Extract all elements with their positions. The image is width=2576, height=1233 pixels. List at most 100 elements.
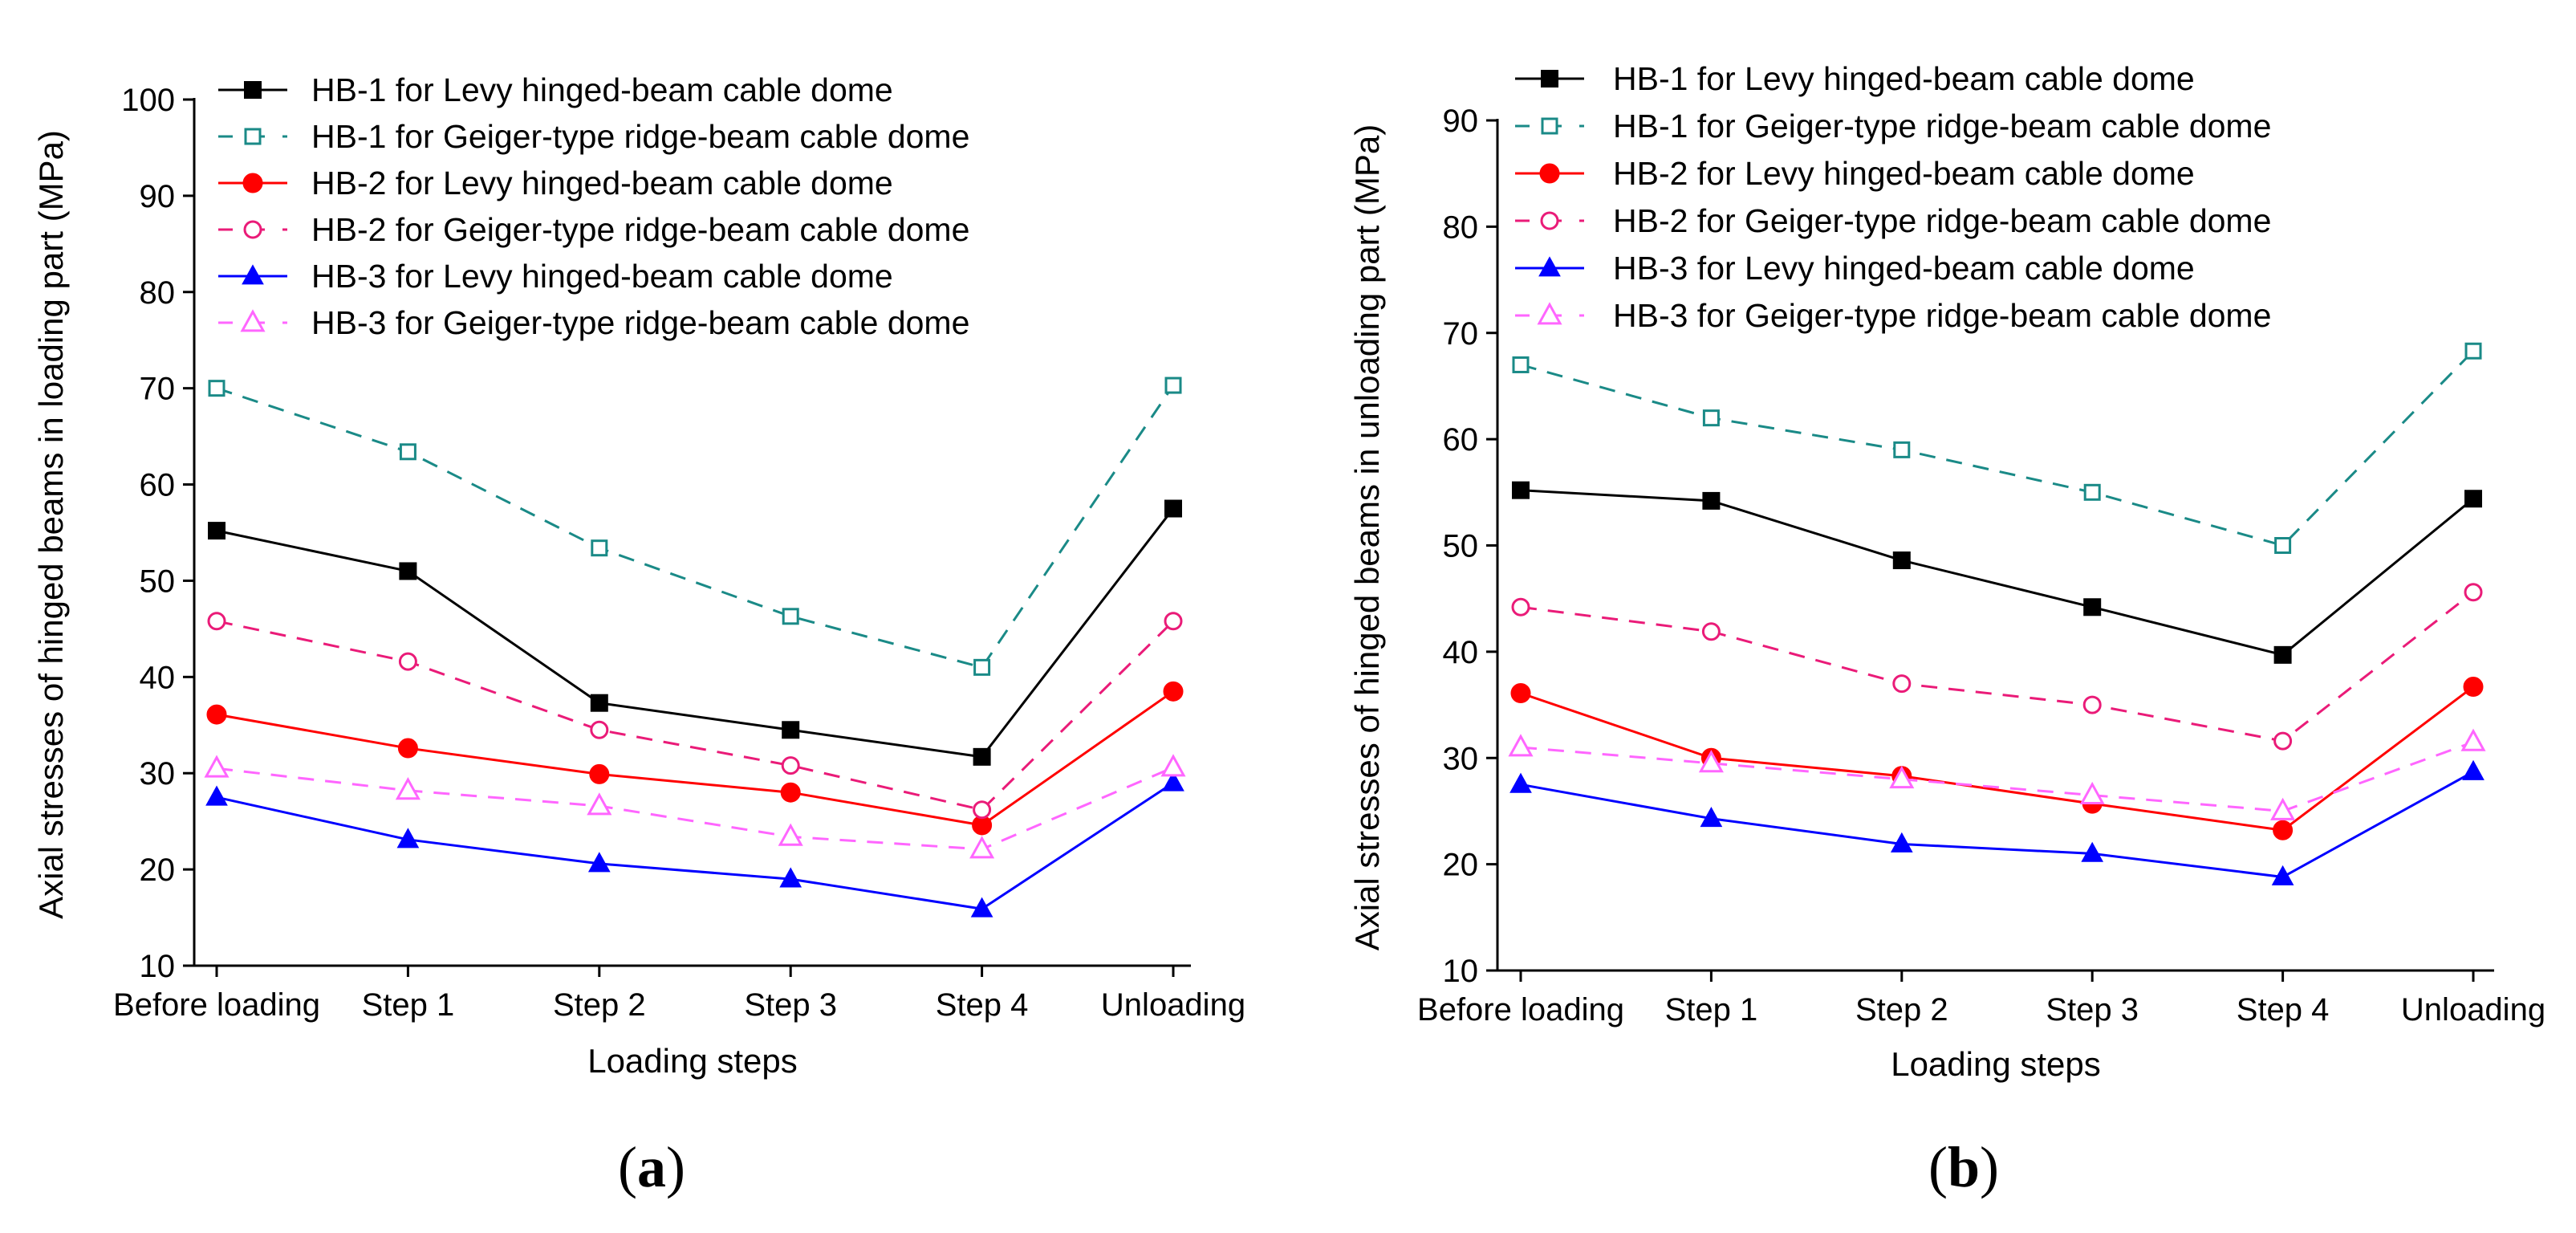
data-point-a-3-0 bbox=[206, 704, 227, 725]
data-point-b-6-2 bbox=[1889, 765, 1915, 789]
legend-marker-a-3 bbox=[242, 173, 263, 193]
data-point-b-5-0 bbox=[1509, 772, 1532, 793]
legend-b: HB-1 for Levy hinged-beam cable dome HB-1… bbox=[1515, 60, 2271, 334]
x-tick-label-a-0: Before loading bbox=[113, 987, 320, 1023]
y-tick-label-b-60: 60 bbox=[1443, 422, 1479, 458]
data-point-a-5-4 bbox=[970, 897, 993, 918]
y-tick-label-a-80: 80 bbox=[140, 275, 176, 311]
data-point-b-5-3 bbox=[2081, 841, 2104, 862]
x-tick-label-a-2: Step 2 bbox=[553, 987, 646, 1023]
data-point-b-4-2 bbox=[1892, 674, 1912, 694]
data-point-a-4-4 bbox=[973, 800, 992, 820]
data-point-b-6-5 bbox=[2460, 728, 2486, 751]
legend-label-a-6: HB-3 for Geiger-type ridge-beam cable do… bbox=[311, 304, 969, 341]
data-point-a-2-5 bbox=[1164, 376, 1182, 394]
data-point-b-6-3 bbox=[2079, 781, 2105, 804]
series-line-b-5 bbox=[1520, 771, 2474, 879]
legend-marker-a-5 bbox=[242, 264, 264, 285]
x-tick-label-b-0: Before loading bbox=[1417, 992, 1624, 1028]
legend-marker-a-2 bbox=[244, 128, 262, 145]
y-tick-label-a-70: 70 bbox=[140, 372, 176, 407]
y-tick-label-b-10: 10 bbox=[1443, 954, 1479, 989]
data-point-a-2-0 bbox=[208, 380, 226, 397]
y-axis-title-a: Axial stresses of hinged beams in loadin… bbox=[32, 130, 70, 919]
series-line-b-2 bbox=[1520, 350, 2475, 547]
legend-label-b-3: HB-2 for Levy hinged-beam cable dome bbox=[1613, 155, 2195, 192]
data-point-b-5-5 bbox=[2462, 759, 2485, 780]
x-tick-label-b-4: Step 4 bbox=[2237, 992, 2330, 1028]
y-tick-label-b-80: 80 bbox=[1443, 210, 1479, 245]
data-point-b-4-0 bbox=[1511, 597, 1530, 616]
data-point-a-6-2 bbox=[587, 792, 612, 816]
x-axis-title-a: Loading steps bbox=[587, 1042, 798, 1080]
series-line-b-3 bbox=[1520, 686, 2474, 832]
data-point-a-4-1 bbox=[398, 652, 417, 671]
data-point-a-5-3 bbox=[779, 867, 802, 888]
x-tick-label-b-1: Step 1 bbox=[1665, 992, 1758, 1028]
legend-marker-b-1 bbox=[1541, 70, 1558, 87]
data-point-a-1-4 bbox=[973, 747, 991, 766]
data-point-a-6-3 bbox=[778, 823, 803, 846]
data-point-b-4-4 bbox=[2273, 731, 2293, 751]
legend-label-a-5: HB-3 for Levy hinged-beam cable dome bbox=[311, 258, 893, 295]
data-point-b-1-3 bbox=[2083, 598, 2102, 616]
data-point-a-1-5 bbox=[1164, 499, 1182, 518]
y-tick-label-a-30: 30 bbox=[140, 756, 176, 791]
data-point-a-6-0 bbox=[204, 755, 230, 778]
data-point-b-2-2 bbox=[1893, 441, 1911, 458]
data-point-b-4-1 bbox=[1701, 622, 1721, 641]
data-point-a-5-1 bbox=[396, 828, 420, 848]
x-tick-label-a-5: Unloading bbox=[1101, 987, 1245, 1023]
data-point-a-5-5 bbox=[1162, 771, 1184, 791]
data-point-b-4-5 bbox=[2464, 583, 2483, 602]
legend-marker-b-2 bbox=[1541, 117, 1558, 135]
data-point-b-5-1 bbox=[1700, 807, 1723, 828]
x-tick-label-b-5: Unloading bbox=[2401, 992, 2546, 1028]
data-point-b-2-5 bbox=[2464, 342, 2482, 360]
data-point-b-5-2 bbox=[1890, 832, 1913, 853]
legend-marker-a-4 bbox=[243, 220, 262, 239]
data-point-b-1-0 bbox=[1512, 481, 1530, 499]
y-tick-label-b-30: 30 bbox=[1443, 741, 1479, 776]
data-point-a-3-5 bbox=[1163, 681, 1184, 702]
y-tick-label-a-90: 90 bbox=[140, 179, 176, 214]
legend-label-b-1: HB-1 for Levy hinged-beam cable dome bbox=[1613, 60, 2195, 97]
data-point-a-6-4 bbox=[969, 836, 995, 859]
series-line-b-1 bbox=[1520, 489, 2474, 657]
data-point-a-5-0 bbox=[205, 785, 228, 806]
series-line-a-5 bbox=[216, 781, 1174, 910]
data-point-b-3-0 bbox=[1510, 683, 1531, 704]
data-point-b-5-4 bbox=[2271, 865, 2294, 885]
data-point-a-2-4 bbox=[973, 658, 991, 676]
legend-marker-b-5 bbox=[1538, 256, 1561, 277]
legend-label-a-1: HB-1 for Levy hinged-beam cable dome bbox=[311, 71, 893, 108]
y-tick-label-b-40: 40 bbox=[1443, 635, 1479, 670]
data-point-a-4-2 bbox=[590, 720, 609, 739]
y-tick-label-a-100: 100 bbox=[121, 83, 175, 118]
data-point-b-2-4 bbox=[2274, 537, 2292, 554]
data-point-b-1-5 bbox=[2464, 490, 2482, 508]
data-point-b-6-1 bbox=[1698, 750, 1724, 773]
data-point-b-2-3 bbox=[2083, 483, 2101, 501]
x-tick-label-b-3: Step 3 bbox=[2046, 992, 2139, 1028]
data-point-a-2-1 bbox=[399, 443, 416, 461]
y-tick-label-b-50: 50 bbox=[1443, 529, 1479, 564]
y-tick-label-a-20: 20 bbox=[140, 853, 176, 888]
x-tick-label-a-1: Step 1 bbox=[362, 987, 455, 1023]
series-line-a-4 bbox=[216, 620, 1175, 812]
panel-label-a: (a) bbox=[618, 1135, 685, 1199]
data-point-a-2-2 bbox=[591, 539, 608, 557]
data-point-b-2-0 bbox=[1512, 356, 1530, 373]
data-point-b-3-5 bbox=[2463, 677, 2484, 698]
data-point-a-1-3 bbox=[782, 721, 800, 739]
legend-a: HB-1 for Levy hinged-beam cable dome HB-1… bbox=[218, 71, 969, 341]
chart-a: 10 20 30 40 50 60 70 80 90 100 Before loading Step … bbox=[32, 71, 1245, 1199]
data-point-b-6-4 bbox=[2270, 797, 2296, 820]
data-point-a-2-3 bbox=[782, 608, 799, 625]
y-tick-label-a-50: 50 bbox=[140, 564, 176, 599]
series-line-a-6 bbox=[216, 766, 1174, 851]
y-tick-label-a-40: 40 bbox=[140, 660, 176, 695]
legend-label-b-5: HB-3 for Levy hinged-beam cable dome bbox=[1613, 250, 2195, 287]
data-point-a-5-2 bbox=[587, 852, 611, 873]
